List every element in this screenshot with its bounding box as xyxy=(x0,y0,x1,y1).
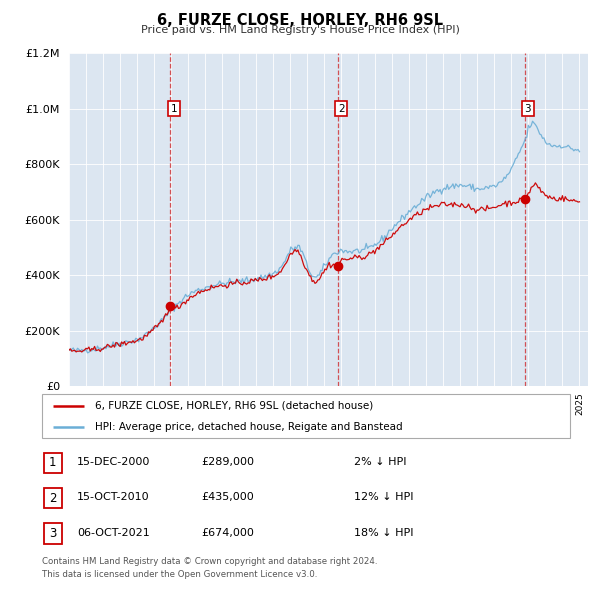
Bar xyxy=(44,523,62,544)
Text: £674,000: £674,000 xyxy=(201,528,254,537)
Text: This data is licensed under the Open Government Licence v3.0.: This data is licensed under the Open Gov… xyxy=(42,571,317,579)
Text: £435,000: £435,000 xyxy=(201,493,254,502)
Bar xyxy=(44,453,62,473)
Text: Price paid vs. HM Land Registry's House Price Index (HPI): Price paid vs. HM Land Registry's House … xyxy=(140,25,460,35)
Text: 12% ↓ HPI: 12% ↓ HPI xyxy=(354,493,413,502)
Text: 3: 3 xyxy=(49,527,56,540)
Text: 3: 3 xyxy=(524,104,531,114)
Text: Contains HM Land Registry data © Crown copyright and database right 2024.: Contains HM Land Registry data © Crown c… xyxy=(42,558,377,566)
Text: HPI: Average price, detached house, Reigate and Banstead: HPI: Average price, detached house, Reig… xyxy=(95,422,403,432)
Text: 06-OCT-2021: 06-OCT-2021 xyxy=(77,528,149,537)
Text: 1: 1 xyxy=(49,456,56,470)
Text: 2% ↓ HPI: 2% ↓ HPI xyxy=(354,457,407,467)
Text: 15-DEC-2000: 15-DEC-2000 xyxy=(77,457,150,467)
Text: 1: 1 xyxy=(170,104,177,114)
Text: 18% ↓ HPI: 18% ↓ HPI xyxy=(354,528,413,537)
Text: 6, FURZE CLOSE, HORLEY, RH6 9SL (detached house): 6, FURZE CLOSE, HORLEY, RH6 9SL (detache… xyxy=(95,401,373,411)
Text: £289,000: £289,000 xyxy=(201,457,254,467)
Text: 15-OCT-2010: 15-OCT-2010 xyxy=(77,493,149,502)
Bar xyxy=(44,488,62,509)
Text: 6, FURZE CLOSE, HORLEY, RH6 9SL: 6, FURZE CLOSE, HORLEY, RH6 9SL xyxy=(157,13,443,28)
Text: 2: 2 xyxy=(338,104,344,114)
Text: 2: 2 xyxy=(49,491,56,505)
